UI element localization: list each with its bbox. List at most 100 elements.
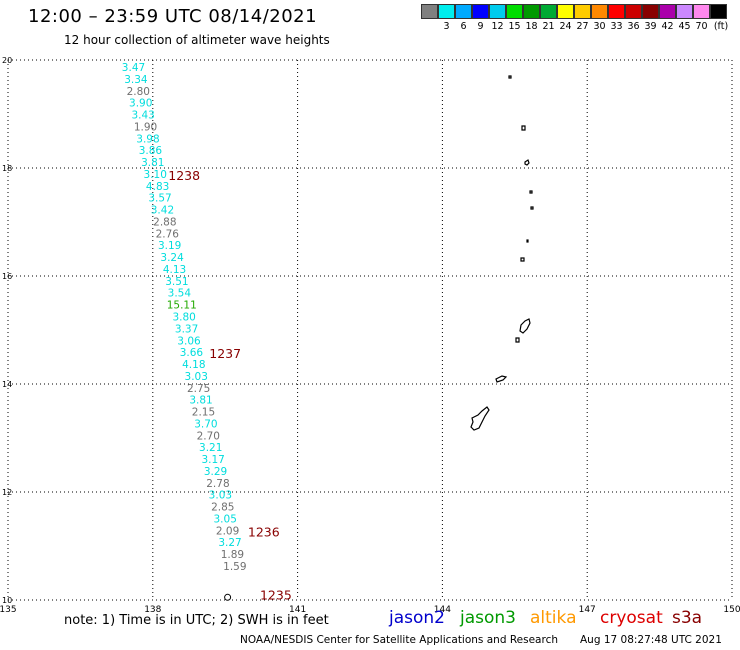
color-scale-label: 24 xyxy=(559,21,572,32)
color-swatch xyxy=(540,4,557,19)
color-scale-legend: 3 6 9 12 15 18 21 24 27 30 33 36 39 42 45 70 (ft) xyxy=(421,4,740,33)
island-outline xyxy=(521,125,526,131)
island-outline xyxy=(224,593,232,601)
wave-height-label: 4.18 xyxy=(182,359,205,371)
wave-height-label: 2.78 xyxy=(206,478,229,490)
wave-height-label: 3.47 xyxy=(122,62,145,74)
wave-height-label: 2.75 xyxy=(187,383,210,395)
wave-height-label: 4.13 xyxy=(163,264,186,276)
y-tick-label: 16 xyxy=(2,272,12,281)
color-swatch xyxy=(489,4,506,19)
wave-height-label: 1.59 xyxy=(223,561,246,573)
wave-height-label: 3.03 xyxy=(209,490,232,502)
wave-height-label: 3.54 xyxy=(168,288,192,300)
color-swatch xyxy=(472,4,489,19)
wave-height-label: 3.37 xyxy=(175,323,198,335)
wave-height-label: 3.51 xyxy=(165,276,188,288)
x-tick-label: 138 xyxy=(144,605,161,615)
mission-jason3: jason3 xyxy=(460,608,516,628)
color-swatch xyxy=(659,4,676,19)
credit-text: NOAA/NESDIS Center for Satellite Applica… xyxy=(240,634,558,646)
mission-altika: altika xyxy=(530,608,577,628)
color-scale-label: 30 xyxy=(593,21,606,32)
color-swatch xyxy=(557,4,574,19)
x-tick-label: 150 xyxy=(723,605,740,615)
pass-time-label: 1238 xyxy=(168,168,200,183)
chart-title: 12:00 – 23:59 UTC 08/14/2021 xyxy=(28,6,318,27)
pass-time-label: 1235 xyxy=(260,588,292,603)
x-tick-label: 147 xyxy=(579,605,596,615)
wave-height-label: 2.80 xyxy=(127,86,150,98)
wave-height-label: 2.09 xyxy=(216,525,239,537)
wave-height-label: 2.88 xyxy=(153,216,176,228)
wave-height-label: 3.03 xyxy=(185,371,208,383)
color-scale-label: 39 xyxy=(644,21,657,32)
wave-height-label: 3.29 xyxy=(204,466,227,478)
color-scale-label: 36 xyxy=(627,21,640,32)
color-scale-label: 3 xyxy=(443,21,450,32)
wave-height-label: 3.27 xyxy=(218,537,241,549)
color-swatch xyxy=(574,4,591,19)
wave-height-label: 2.85 xyxy=(211,502,234,514)
island-outline xyxy=(470,406,490,431)
wave-height-label: 3.80 xyxy=(172,312,195,324)
wave-height-label: 1.89 xyxy=(221,549,244,561)
wave-height-label: 2.70 xyxy=(197,430,220,442)
y-tick-label: 12 xyxy=(2,488,12,497)
color-scale-label: 33 xyxy=(610,21,623,32)
color-scale-label: 70 xyxy=(695,21,708,32)
color-scale-label: 12 xyxy=(491,21,504,32)
wave-height-label: 3.19 xyxy=(158,240,181,252)
island-outline xyxy=(520,257,525,262)
color-swatch xyxy=(642,4,659,19)
y-tick-label: 10 xyxy=(2,596,12,605)
color-scale-label: 42 xyxy=(661,21,674,32)
island-outline xyxy=(524,159,530,166)
pass-time-label: 1236 xyxy=(248,524,280,539)
color-scale-label: 6 xyxy=(460,21,467,32)
island-outline xyxy=(508,75,512,79)
wave-height-label: 3.70 xyxy=(194,418,217,430)
color-scale-label: 21 xyxy=(542,21,555,32)
y-tick-label: 14 xyxy=(2,380,12,389)
x-tick-label: 144 xyxy=(434,605,451,615)
wave-height-label: 3.43 xyxy=(131,110,154,122)
color-scale-swatches xyxy=(421,4,740,19)
wave-height-label: 3.57 xyxy=(148,193,171,205)
pass-time-label: 1237 xyxy=(209,346,241,361)
wave-height-label: 1.90 xyxy=(134,121,157,133)
wave-height-label: 3.06 xyxy=(177,335,201,347)
wave-height-label: 3.10 xyxy=(144,169,167,181)
island-outline xyxy=(529,190,533,194)
wave-height-label: 3.21 xyxy=(199,442,222,454)
wave-height-label: 3.90 xyxy=(129,98,152,110)
wave-height-label: 3.05 xyxy=(214,513,237,525)
wave-height-label: 3.98 xyxy=(136,133,159,145)
island-outline xyxy=(495,375,508,383)
footer-note: note: 1) Time is in UTC; 2) SWH is in fe… xyxy=(64,613,329,628)
wave-height-label: 15.11 xyxy=(167,300,197,312)
x-tick-label: 141 xyxy=(289,605,306,615)
y-tick-label: 20 xyxy=(2,56,12,65)
color-scale-label: 9 xyxy=(477,21,484,32)
color-swatch xyxy=(523,4,540,19)
color-scale-label: 27 xyxy=(576,21,589,32)
mission-cryosat: cryosat xyxy=(600,608,663,628)
generation-timestamp: Aug 17 08:27:48 UTC 2021 xyxy=(580,634,722,646)
color-swatch xyxy=(421,4,438,19)
wave-height-label: 3.81 xyxy=(189,395,212,407)
color-swatch xyxy=(506,4,523,19)
color-scale-labels: 3 6 9 12 15 18 21 24 27 30 33 36 39 42 45 70 (ft) xyxy=(421,19,740,33)
wave-height-label: 3.17 xyxy=(201,454,224,466)
color-scale-label: 15 xyxy=(508,21,521,32)
color-swatch xyxy=(438,4,455,19)
x-tick-label: 135 xyxy=(0,605,17,615)
wave-height-label: 2.76 xyxy=(156,228,180,240)
color-scale-unit: (ft) xyxy=(713,21,729,32)
island-outline xyxy=(515,337,520,343)
mission-jason2: jason2 xyxy=(389,608,445,628)
mission-s3a: s3a xyxy=(672,608,703,628)
wave-height-label: 4.83 xyxy=(146,181,169,193)
color-swatch xyxy=(625,4,642,19)
